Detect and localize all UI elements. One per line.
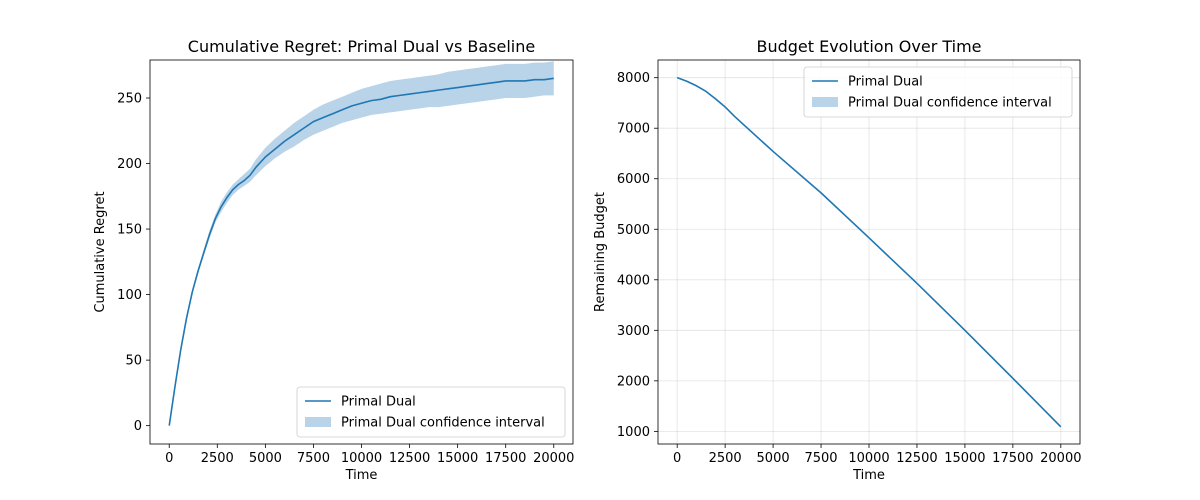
x-tick-label: 2500: [709, 451, 742, 466]
y-axis-label: Cumulative Regret: [93, 191, 108, 312]
x-axis-label: Time: [345, 468, 378, 483]
chart-title: Cumulative Regret: Primal Dual vs Baseli…: [188, 37, 535, 56]
y-tick-label: 5000: [617, 223, 650, 238]
y-tick-label: 7000: [617, 122, 650, 137]
x-axis-label: Time: [852, 468, 885, 483]
chart-title: Budget Evolution Over Time: [756, 37, 981, 56]
legend: Primal Dual Primal Dual confidence interv…: [803, 66, 1073, 118]
y-tick-label: 0: [134, 419, 142, 434]
y-tick-label: 6000: [617, 172, 650, 187]
legend-band-swatch: [305, 417, 331, 427]
y-axis-label: Remaining Budget: [593, 192, 608, 312]
x-tick-label: 5000: [249, 451, 282, 466]
chart-panel-2: 0 2500 5000 7500 10000 12500 15000 17500 20000 10…: [593, 37, 1081, 483]
y-tick-label: 200: [117, 157, 142, 172]
x-tick-label: 7500: [804, 451, 837, 466]
legend-label: Primal Dual: [341, 395, 416, 410]
series-line: [676, 76, 1062, 428]
x-tick-label: 10000: [848, 451, 889, 466]
x-tick-label: 20000: [1040, 451, 1081, 466]
legend-label: Primal Dual: [848, 75, 923, 90]
legend-box: [296, 386, 566, 438]
x-tick-label: 15000: [944, 451, 985, 466]
x-tick-label: 17500: [992, 451, 1033, 466]
y-tick-label: 3000: [617, 324, 650, 339]
x-tick-label: 15000: [437, 451, 478, 466]
y-tick-label: 100: [117, 288, 142, 303]
x-tick-label: 0: [673, 451, 681, 466]
chart-panel-1: 0 2500 5000 7500 10000 12500 15000 17500 20000 0 5…: [93, 37, 574, 483]
legend-label: Primal Dual confidence interval: [341, 416, 545, 431]
y-tick-label: 2000: [617, 374, 650, 389]
legend-box: [803, 66, 1073, 118]
x-tick-label: 12500: [896, 451, 937, 466]
legend-band-swatch: [812, 97, 838, 107]
confidence-band: [169, 61, 554, 426]
x-tick-label: 0: [165, 451, 173, 466]
y-tick-label: 50: [125, 354, 142, 369]
y-tick-label: 150: [117, 223, 142, 238]
y-tick-label: 4000: [617, 273, 650, 288]
legend-label: Primal Dual confidence interval: [848, 96, 1052, 111]
legend: Primal Dual Primal Dual confidence interv…: [296, 386, 566, 438]
x-tick-label: 20000: [533, 451, 574, 466]
y-tick-label: 8000: [617, 71, 650, 86]
x-tick-label: 7500: [297, 451, 330, 466]
x-tick-label: 2500: [201, 451, 234, 466]
x-tick-label: 5000: [757, 451, 790, 466]
x-tick-label: 10000: [341, 451, 382, 466]
y-tick-label: 1000: [617, 425, 650, 440]
x-tick-label: 12500: [389, 451, 430, 466]
series-line: [168, 77, 554, 426]
x-tick-label: 17500: [485, 451, 526, 466]
y-tick-label: 250: [117, 92, 142, 107]
